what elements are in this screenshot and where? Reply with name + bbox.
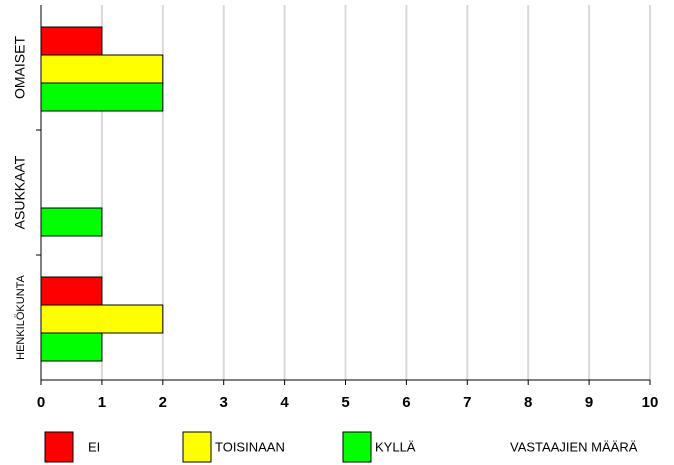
bar bbox=[40, 82, 164, 112]
x-tick-label: 10 bbox=[642, 394, 659, 411]
x-tick-label: 9 bbox=[585, 394, 593, 411]
x-tick-label: 0 bbox=[37, 394, 45, 411]
y-tick-label: ASUKKAAT bbox=[12, 155, 28, 229]
y-tick-label: OMAISET bbox=[12, 36, 28, 99]
x-axis-label: VASTAAJIEN MÄÄRÄ bbox=[510, 439, 638, 454]
legend-label: KYLLÄ bbox=[375, 439, 416, 454]
x-tick-label: 7 bbox=[463, 394, 471, 411]
y-tick-label: HENKILÖKUNTA bbox=[15, 274, 27, 359]
x-tick-label: 6 bbox=[402, 394, 410, 411]
x-tick-label: 2 bbox=[159, 394, 167, 411]
x-tick-label: 1 bbox=[98, 394, 106, 411]
x-tick-label: 8 bbox=[524, 394, 532, 411]
x-tick-label: 4 bbox=[280, 394, 289, 411]
legend-swatch bbox=[44, 431, 74, 463]
bar bbox=[40, 276, 103, 306]
x-tick-label: 3 bbox=[220, 394, 228, 411]
legend-label: TOISINAAN bbox=[215, 439, 285, 454]
bar bbox=[40, 54, 164, 84]
bar bbox=[40, 26, 103, 56]
legend-swatch bbox=[342, 431, 372, 463]
bar bbox=[40, 304, 164, 334]
x-tick-label: 5 bbox=[341, 394, 349, 411]
legend-label: EI bbox=[88, 439, 100, 454]
bar bbox=[40, 332, 103, 362]
bar bbox=[40, 207, 103, 237]
legend-swatch bbox=[182, 431, 212, 463]
